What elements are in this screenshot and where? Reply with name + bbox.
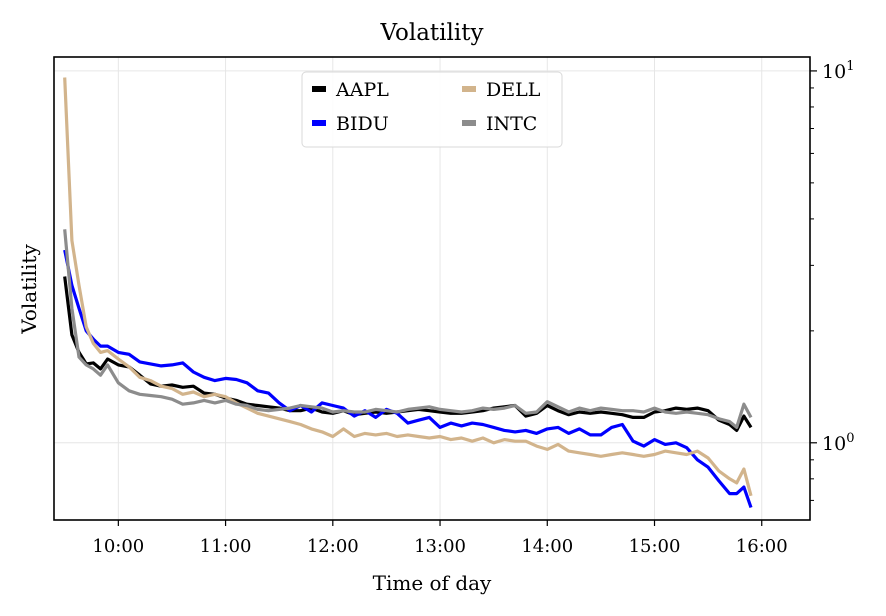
x-tick-label: 12:00 xyxy=(307,536,359,557)
legend-swatch xyxy=(312,86,326,92)
x-tick-label: 15:00 xyxy=(629,536,681,557)
y-tick-label: 101 xyxy=(822,59,854,83)
x-tick-label: 16:00 xyxy=(736,536,788,557)
legend-label: AAPL xyxy=(335,79,389,101)
legend-label: INTC xyxy=(486,113,537,135)
plot-frame xyxy=(53,56,811,521)
x-axis-label: Time of day xyxy=(373,571,492,595)
y-tick-label: 100 xyxy=(822,431,854,455)
x-tick-label: 11:00 xyxy=(200,536,252,557)
legend-label: DELL xyxy=(486,79,541,101)
plot-lines xyxy=(63,77,753,509)
x-tick-label: 13:00 xyxy=(414,536,466,557)
series-line-intc xyxy=(63,229,753,429)
legend-box xyxy=(301,71,563,148)
legend: AAPL BIDU DELL INTC xyxy=(301,71,563,148)
x-tick-label: 10:00 xyxy=(92,536,144,557)
legend-swatch xyxy=(312,120,326,126)
legend-label: BIDU xyxy=(336,113,389,135)
legend-swatch xyxy=(462,120,476,126)
series-line-aapl xyxy=(63,276,753,432)
x-tick-label: 14:00 xyxy=(521,536,573,557)
x-axis: 10:00 11:00 12:00 13:00 14:00 15:00 16:00 xyxy=(92,520,788,557)
series-line-bidu xyxy=(63,249,753,509)
y-axis-label: Volatility xyxy=(17,244,41,335)
legend-swatch xyxy=(462,86,476,92)
y-axis: 101 100 xyxy=(810,59,854,501)
chart-title: Volatility xyxy=(380,20,484,46)
series-line-dell xyxy=(63,77,753,497)
